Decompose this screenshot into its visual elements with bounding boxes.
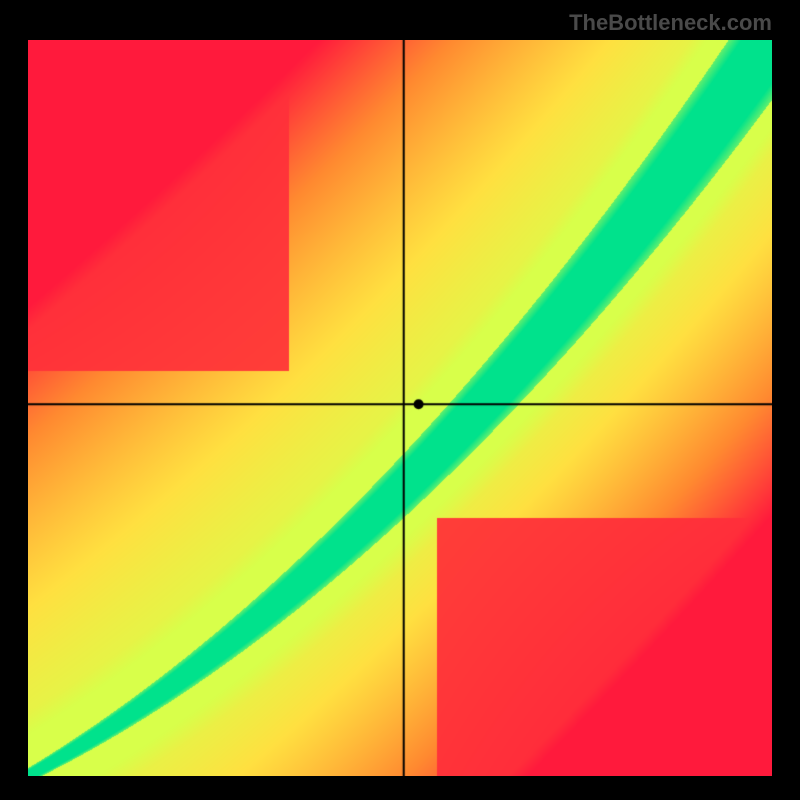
watermark-text: TheBottleneck.com — [569, 10, 772, 36]
bottleneck-heatmap-canvas — [28, 40, 772, 776]
chart-container: TheBottleneck.com — [0, 0, 800, 800]
